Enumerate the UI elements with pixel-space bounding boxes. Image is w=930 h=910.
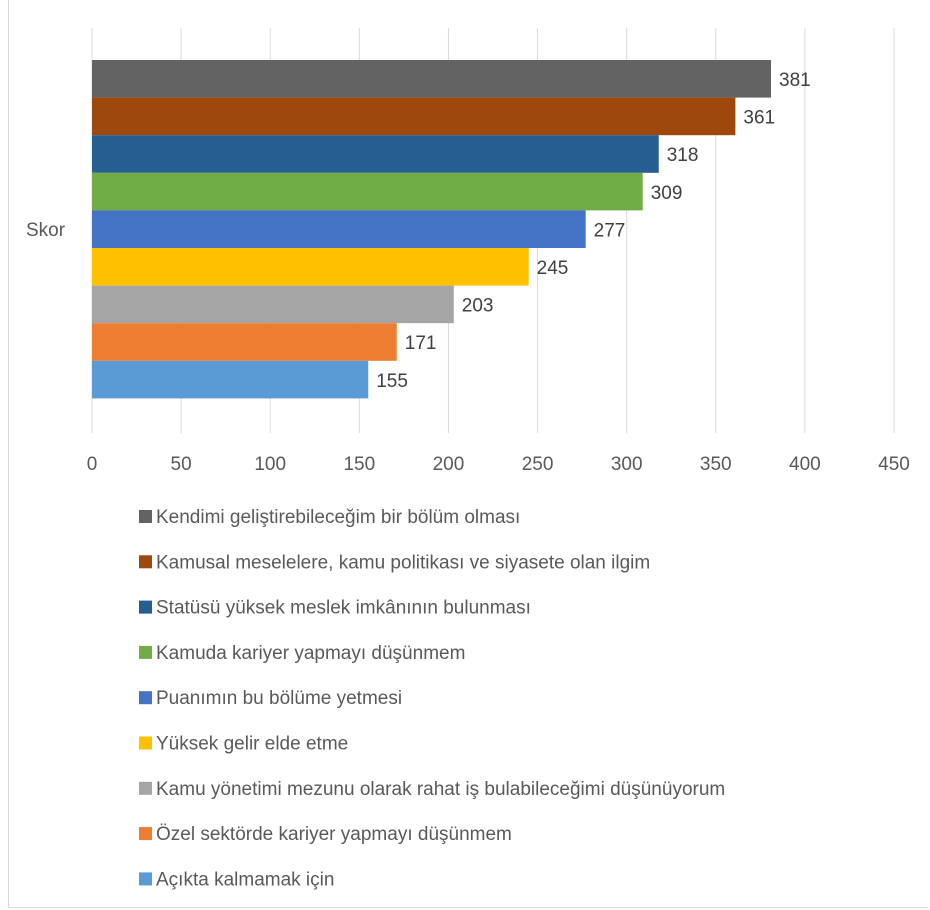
legend-item-label: Kamuda kariyer yapmayı düşünmem	[156, 643, 465, 664]
bar	[92, 285, 454, 324]
legend-swatch	[139, 510, 152, 523]
data-label: 171	[405, 333, 437, 354]
x-tick-label: 100	[254, 454, 286, 475]
bar	[92, 60, 772, 98]
bar	[92, 248, 529, 286]
legend-item-label: Kamu yönetimi mezunu olarak rahat iş bul…	[156, 779, 725, 800]
chart-frame	[8, 0, 928, 908]
x-tick-label: 0	[87, 454, 98, 475]
data-label: 245	[537, 258, 569, 279]
bar	[92, 323, 397, 361]
bar	[92, 210, 586, 248]
data-label: 155	[376, 371, 408, 392]
legend-item-label: Açıkta kalmamak için	[156, 869, 334, 890]
legend-swatch	[139, 691, 152, 705]
legend-swatch	[139, 781, 152, 795]
x-tick-label: 250	[522, 454, 554, 475]
data-label: 318	[667, 145, 699, 166]
legend-swatch	[139, 555, 152, 569]
legend-item-label: Özel sektörde kariyer yapmayı düşünmem	[156, 824, 512, 845]
legend-item-label: Statüsü yüksek meslek imkânının bulunmas…	[156, 598, 531, 619]
legend: Kendimi geliştirebileceğim bir bölüm olm…	[139, 507, 725, 890]
bar	[92, 97, 736, 136]
legend-swatch	[139, 736, 152, 750]
data-label: 277	[594, 220, 626, 241]
x-axis-tick-labels: 0 50 100 150 200 250 300 350 400 450	[87, 454, 910, 475]
category-labels: Skor	[26, 220, 66, 241]
x-tick-label: 150	[343, 454, 375, 475]
x-tick-label: 450	[878, 454, 910, 475]
bar	[92, 172, 643, 211]
data-label: 381	[779, 70, 811, 91]
x-tick-label: 300	[611, 454, 643, 475]
x-tick-label: 350	[700, 454, 732, 475]
x-tick-label: 200	[433, 454, 465, 475]
legend-item-label: Kamusal meselelere, kamu politikası ve s…	[156, 552, 650, 573]
x-tick-label: 400	[789, 454, 821, 475]
legend-swatch	[139, 872, 152, 886]
legend-item-label: Kendimi geliştirebileceğim bir bölüm olm…	[156, 507, 520, 528]
legend-item-label: Puanımın bu bölüme yetmesi	[156, 688, 402, 709]
x-tick-label: 50	[171, 454, 192, 475]
legend-swatch	[139, 645, 152, 659]
legend-swatch	[139, 827, 152, 841]
bar	[92, 135, 659, 173]
legend-swatch	[139, 600, 152, 614]
bar	[92, 360, 369, 399]
data-label: 203	[462, 296, 494, 317]
data-label: 309	[651, 183, 683, 204]
category-label: Skor	[26, 220, 66, 241]
data-label: 361	[743, 108, 775, 129]
legend-item-label: Yüksek gelir elde etme	[156, 734, 348, 755]
